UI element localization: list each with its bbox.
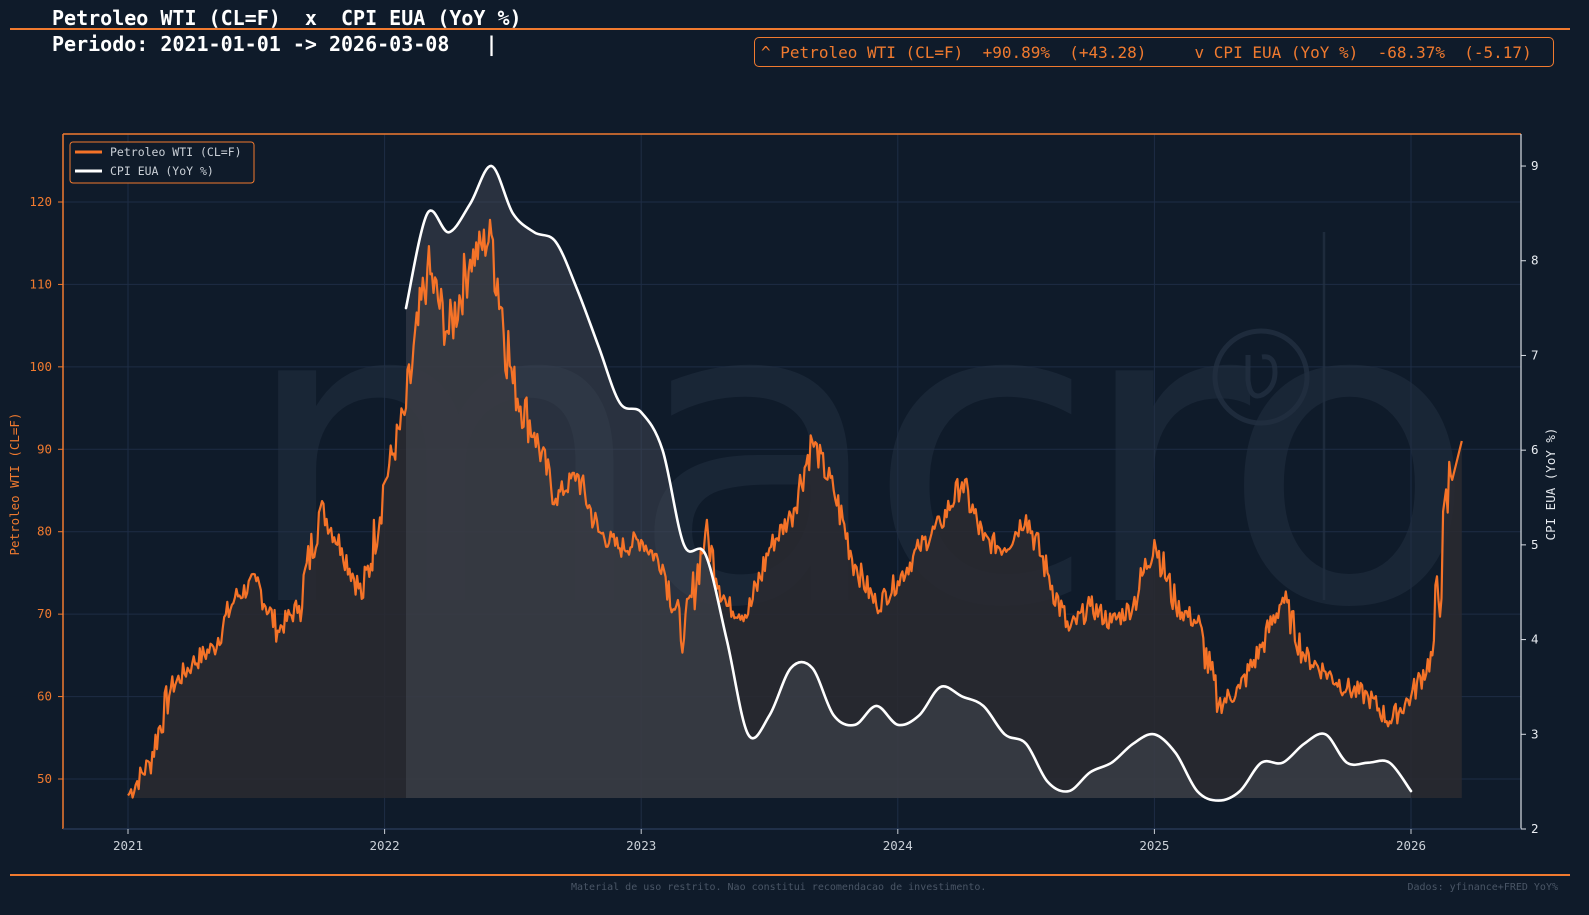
svg-text:2025: 2025 xyxy=(1139,838,1169,853)
svg-text:2022: 2022 xyxy=(370,838,400,853)
footer-disclaimer: Material de uso restrito. Nao constitui … xyxy=(571,882,987,893)
page-title: Petroleo WTI (CL=F) x CPI EUA (YoY %) xyxy=(52,6,522,30)
svg-text:2021: 2021 xyxy=(113,838,143,853)
left-axis-label: Petroleo WTI (CL=F) xyxy=(7,413,22,556)
svg-text:2026: 2026 xyxy=(1396,838,1426,853)
chart-legend[interactable]: Petroleo WTI (CL=F) CPI EUA (YoY %) xyxy=(69,141,255,184)
cpi-area-fill xyxy=(405,165,1411,801)
svg-text:7: 7 xyxy=(1531,347,1539,362)
registered-mark-icon xyxy=(1212,328,1310,426)
header-divider-top xyxy=(10,28,1570,30)
oil-perf-pct: +90.89% xyxy=(982,43,1051,62)
right-axis-label: CPI EUA (YoY %) xyxy=(1543,428,1558,541)
svg-text:80: 80 xyxy=(37,524,52,539)
left-axis-ticks: 50 60 70 80 90 100 110 120 xyxy=(29,194,63,786)
svg-text:2: 2 xyxy=(1531,821,1539,836)
legend-oil-label: Petroleo WTI (CL=F) xyxy=(110,145,242,159)
svg-text:4: 4 xyxy=(1531,632,1539,647)
svg-text:5: 5 xyxy=(1531,537,1539,552)
svg-text:90: 90 xyxy=(37,441,52,456)
cpi-yoy-line[interactable] xyxy=(404,164,1413,802)
svg-text:3: 3 xyxy=(1531,726,1539,741)
svg-text:2023: 2023 xyxy=(626,838,656,853)
svg-text:6: 6 xyxy=(1531,442,1539,457)
svg-text:9: 9 xyxy=(1531,158,1539,173)
svg-text:8: 8 xyxy=(1531,253,1539,268)
oil-perf-name: Petroleo WTI (CL=F) xyxy=(780,43,964,62)
svg-text:2024: 2024 xyxy=(883,838,913,853)
cpi-perf-pct: -68.37% xyxy=(1377,43,1445,62)
svg-text:100: 100 xyxy=(29,359,52,374)
svg-text:60: 60 xyxy=(37,689,52,704)
performance-summary-box: ^ Petroleo WTI (CL=F) +90.89% (+43.28) v… xyxy=(754,37,1554,67)
svg-text:120: 120 xyxy=(29,194,52,209)
right-axis-ticks: 2 3 4 5 6 7 8 9 xyxy=(1521,158,1539,836)
cpi-trend-down-icon: v xyxy=(1194,43,1205,62)
footer-data-source: Dados: yfinance+FRED YoY% xyxy=(1407,882,1558,893)
legend-cpi-label: CPI EUA (YoY %) xyxy=(110,164,214,178)
cpi-perf-name: CPI EUA (YoY %) xyxy=(1213,43,1359,62)
oil-trend-up-icon: ^ xyxy=(761,43,771,62)
footer-divider xyxy=(10,874,1570,876)
period-subtitle: Periodo: 2021-01-01 -> 2026-03-08 | xyxy=(52,32,498,56)
svg-text:70: 70 xyxy=(37,606,52,621)
oil-price-line[interactable] xyxy=(127,218,1463,799)
cpi-perf-abs: (-5.17) xyxy=(1464,43,1532,62)
svg-text:110: 110 xyxy=(29,276,52,291)
x-axis-ticks: 2021 2022 2023 2024 2025 2026 xyxy=(113,829,1426,853)
svg-text:50: 50 xyxy=(37,771,52,786)
oil-perf-abs: (+43.28) xyxy=(1069,43,1147,62)
